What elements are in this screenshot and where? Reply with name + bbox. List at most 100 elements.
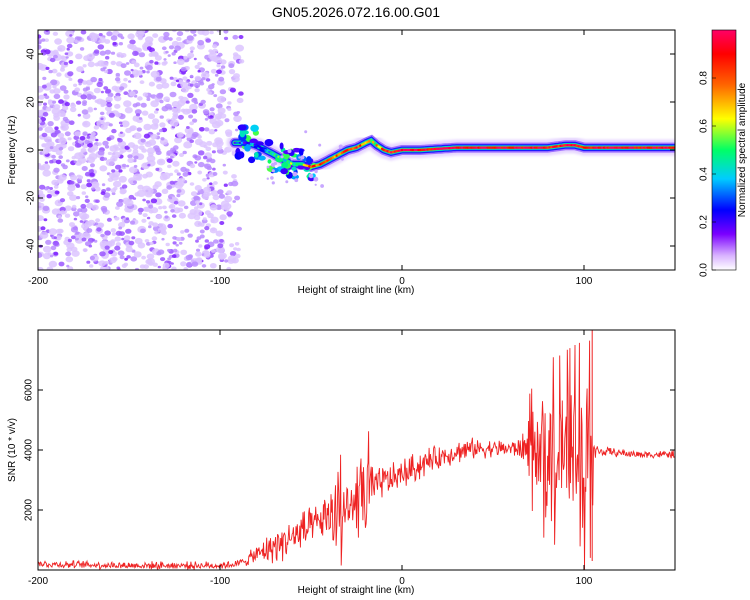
noise-speckle <box>70 174 78 181</box>
noise-speckle <box>204 226 210 231</box>
noise-speckle <box>38 163 42 167</box>
noise-speckle <box>196 192 201 195</box>
noise-speckle <box>217 95 226 103</box>
noise-speckle <box>108 112 115 118</box>
noise-speckle <box>139 66 144 70</box>
ridge-blob <box>248 156 256 164</box>
noise-speckle <box>97 142 102 146</box>
noise-speckle <box>118 222 126 228</box>
noise-speckle <box>167 257 172 261</box>
noise-speckle <box>219 214 227 221</box>
noise-speckle <box>125 217 130 221</box>
noise-speckle <box>137 36 143 41</box>
noise-speckle <box>38 201 42 206</box>
noise-speckle <box>74 142 81 148</box>
noise-speckle <box>183 205 189 210</box>
noise-speckle <box>280 155 284 159</box>
ridge-blob <box>250 124 259 132</box>
noise-speckle <box>41 148 50 155</box>
noise-speckle <box>171 40 179 47</box>
noise-speckle <box>38 94 45 100</box>
noise-speckle <box>76 36 82 41</box>
noise-speckle <box>115 230 123 236</box>
noise-speckle <box>139 80 145 85</box>
noise-speckle <box>211 249 216 253</box>
noise-speckle <box>215 230 224 237</box>
noise-speckle <box>89 255 95 261</box>
noise-speckle <box>68 120 75 125</box>
noise-speckle <box>217 243 224 249</box>
noise-speckle <box>224 195 233 203</box>
noise-speckle <box>100 67 106 72</box>
noise-speckle <box>86 56 94 62</box>
noise-speckle <box>150 198 158 204</box>
noise-speckle <box>169 203 176 209</box>
noise-speckle <box>215 139 222 145</box>
noise-speckle <box>161 46 167 51</box>
noise-speckle <box>179 153 184 157</box>
noise-speckle <box>173 200 179 205</box>
noise-speckle <box>171 214 177 218</box>
noise-speckle <box>236 226 242 231</box>
noise-speckle <box>46 82 52 87</box>
noise-speckle <box>99 251 106 257</box>
noise-speckle <box>135 113 141 117</box>
noise-speckle <box>85 195 89 198</box>
noise-speckle <box>134 237 143 245</box>
noise-speckle <box>177 200 186 207</box>
noise-speckle <box>168 45 175 50</box>
noise-speckle <box>47 189 52 194</box>
noise-speckle <box>53 251 59 256</box>
noise-speckle <box>218 76 225 82</box>
noise-speckle <box>143 123 152 131</box>
noise-speckle <box>157 265 161 269</box>
y-tick-label: -20 <box>26 190 37 205</box>
noise-speckle <box>54 235 62 241</box>
noise-speckle <box>52 85 57 89</box>
noise-speckle <box>91 187 95 191</box>
noise-speckle <box>163 31 170 37</box>
noise-speckle <box>176 132 184 138</box>
noise-speckle <box>219 59 227 65</box>
noise-speckle <box>121 237 125 241</box>
noise-speckle <box>116 266 121 270</box>
noise-speckle <box>74 87 81 92</box>
noise-speckle <box>38 34 42 39</box>
noise-speckle <box>161 237 165 241</box>
snr-x-ticks: -200 -100 0 100 <box>28 330 593 587</box>
noise-speckle <box>197 61 202 66</box>
noise-speckle <box>227 107 232 112</box>
noise-speckle <box>183 141 193 149</box>
noise-speckle <box>138 211 143 215</box>
noise-speckle <box>209 227 218 234</box>
noise-speckle <box>133 164 138 168</box>
noise-speckle <box>238 91 244 96</box>
noise-speckle <box>234 242 240 246</box>
noise-speckle <box>236 111 241 114</box>
noise-speckle <box>38 252 43 259</box>
noise-speckle <box>68 77 73 81</box>
noise-speckle <box>41 143 47 148</box>
noise-speckle <box>68 60 74 64</box>
noise-speckle <box>81 166 88 171</box>
noise-speckle <box>57 215 62 219</box>
noise-speckle <box>235 44 245 52</box>
noise-speckle <box>178 241 183 245</box>
noise-speckle <box>46 194 52 199</box>
noise-speckle <box>112 41 117 46</box>
noise-speckle <box>165 242 170 247</box>
noise-speckle <box>124 107 133 114</box>
noise-speckle <box>60 112 66 117</box>
ridge-blob <box>264 139 274 147</box>
noise-speckle <box>201 264 207 268</box>
noise-speckle <box>174 136 183 144</box>
noise-speckle <box>156 214 163 220</box>
noise-speckle <box>197 170 203 175</box>
noise-speckle <box>40 226 46 231</box>
noise-speckle <box>51 154 56 159</box>
noise-speckle <box>145 171 153 178</box>
noise-speckle <box>228 63 235 69</box>
noise-speckle <box>95 199 100 203</box>
noise-speckle <box>100 124 108 130</box>
noise-speckle <box>79 220 84 223</box>
